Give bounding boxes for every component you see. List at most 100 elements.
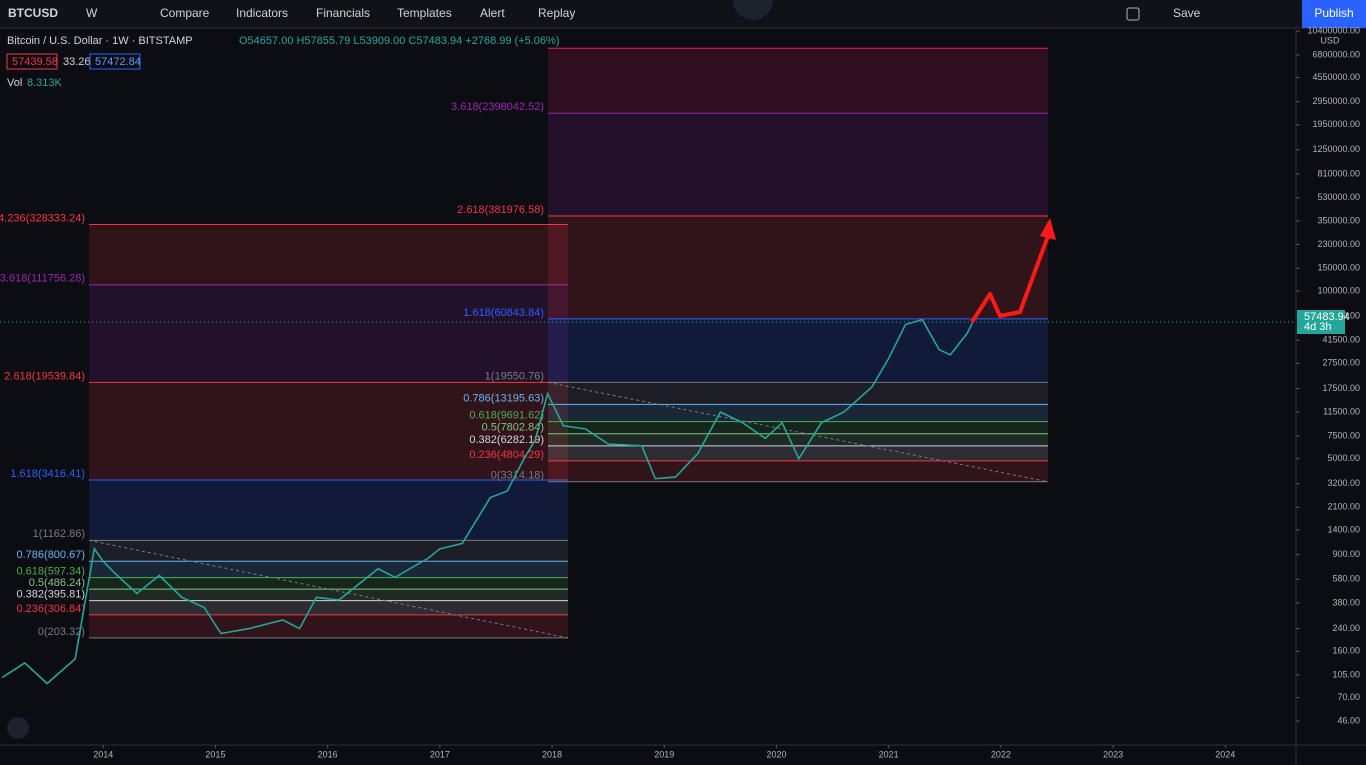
y-tick-label: 240.00 — [1332, 623, 1360, 633]
fib-label: 3.618(2398042.52) — [451, 101, 544, 113]
ask-box — [89, 53, 141, 70]
legend-title: Bitcoin / U.S. Dollar · 1W · BITSTAMP — [7, 35, 193, 47]
layout-icon[interactable] — [1126, 7, 1140, 21]
toolbar-button[interactable]: Templates — [397, 6, 452, 20]
fib-zone — [89, 480, 568, 541]
y-tick-label: 11500.00 — [1323, 406, 1360, 416]
fib-label: 1(19550.76) — [485, 370, 544, 382]
y-tick-label: 1250000.00 — [1312, 144, 1360, 154]
fib-zone — [548, 382, 1048, 405]
y-tick-label: 10400000.00 — [1307, 26, 1360, 36]
fib-label: 1(1162.86) — [33, 528, 85, 540]
arrow-annotation — [970, 235, 1050, 324]
x-tick-label: 2015 — [205, 749, 225, 759]
fib-label: 2.618(19539.84) — [4, 370, 85, 382]
toolbar-button[interactable]: Replay — [538, 6, 575, 20]
fib-zone — [548, 318, 1048, 383]
fib-zone — [89, 600, 568, 615]
y-tick-label: 160.00 — [1332, 646, 1360, 656]
y-tick-label: 350000.00 — [1317, 215, 1360, 225]
fib-zone — [548, 460, 1048, 482]
fib-label: 0.382(6282.19) — [469, 434, 544, 446]
x-tick-label: 2021 — [879, 749, 899, 759]
publish-button[interactable] — [1302, 0, 1366, 28]
spread: 33.26 — [63, 56, 91, 68]
y-tick-label: 4550000.00 — [1312, 72, 1360, 82]
volume: 8.313K — [27, 77, 63, 89]
y-tick-label: 810000.00 — [1317, 168, 1360, 178]
trend-line — [547, 381, 1049, 483]
fib-label: 0(3314.18) — [491, 470, 544, 482]
fib-label: 0.618(597.34) — [17, 566, 86, 578]
x-tick-label: 2018 — [542, 749, 562, 759]
fib-label: 1.618(3416.41) — [10, 468, 85, 480]
x-tick-label: 2024 — [1215, 749, 1235, 759]
symbol[interactable]: BTCUSD — [8, 6, 58, 20]
fib-zone — [89, 614, 568, 638]
currency[interactable]: USD — [1320, 35, 1340, 45]
y-tick-label: 6800000.00 — [1312, 49, 1360, 59]
publish-label[interactable]: Publish — [1314, 6, 1353, 20]
fib-label: 4.236(328333.24) — [0, 212, 85, 224]
fib-zone — [89, 540, 568, 562]
fib-label: 0.786(13195.63) — [463, 392, 544, 404]
price-line — [1, 318, 974, 685]
bid-box — [6, 53, 58, 70]
ask: 57472.84 — [95, 56, 141, 68]
fib-label: 0(203.32) — [38, 626, 85, 638]
y-tick-label: 150000.00 — [1317, 263, 1360, 273]
fib-zone — [548, 404, 1048, 422]
fib-zone — [89, 589, 568, 601]
y-tick-label: 530000.00 — [1317, 192, 1360, 202]
y-tick-label: 7500.00 — [1327, 430, 1360, 440]
y-tick-label: 5000.00 — [1327, 453, 1360, 463]
fib-label: 0.382(395.81) — [17, 589, 86, 601]
x-tick-label: 2014 — [93, 749, 113, 759]
y-tick-label: 100000.00 — [1317, 285, 1360, 295]
fib-zone — [89, 577, 568, 590]
arrow-head — [1040, 218, 1056, 240]
y-tick-label: 105.00 — [1332, 669, 1360, 679]
toolbar-button[interactable]: Alert — [480, 6, 505, 20]
fib-zone — [548, 216, 1048, 319]
bid: 57439.58 — [12, 56, 58, 68]
countdown: 4d 3h — [1304, 321, 1332, 333]
fib-label: 0.618(9691.62) — [469, 410, 544, 422]
y-tick-label: 46.00 — [1337, 715, 1360, 725]
last-price-tag — [1297, 310, 1345, 335]
x-tick-label: 2019 — [654, 749, 674, 759]
y-tick-label: 900.00 — [1332, 549, 1360, 559]
fib-label: 0.786(800.67) — [17, 549, 86, 561]
fib-label: 0.5(486.24) — [29, 577, 85, 589]
fib-zone — [548, 48, 1048, 114]
y-tick-label: 27500.00 — [1322, 358, 1360, 368]
fib-label: 1.618(60843.84) — [463, 307, 544, 319]
interval[interactable]: W — [86, 6, 98, 20]
y-tick-label: 580.00 — [1332, 574, 1360, 584]
legend-ohlc: O54657.00 H57855.79 L53909.00 C57483.94 … — [239, 35, 560, 47]
plot-area: 4.236(328333.24) 3.618(111756.28) 2.618(19… — [0, 47, 1296, 685]
toolbar-button[interactable]: Financials — [316, 6, 370, 20]
tv-logo[interactable] — [7, 717, 29, 739]
toolbar-button[interactable]: Compare — [160, 6, 210, 20]
last-price-label: 57483.94 — [1304, 311, 1350, 323]
fib-zone — [89, 382, 568, 481]
y-tick-label: 17500.00 — [1322, 383, 1360, 393]
toolbar-button[interactable]: Indicators — [236, 6, 288, 20]
save-button[interactable]: Save — [1173, 6, 1201, 20]
fib-label: 0.236(4804.29) — [469, 449, 544, 461]
fib-label: 0.236(306.84) — [17, 603, 86, 615]
x-tick-label: 2017 — [430, 749, 450, 759]
y-tick-label: 2100.00 — [1327, 502, 1360, 512]
volume-label: Vol — [7, 77, 22, 89]
x-tick-label: 2020 — [766, 749, 786, 759]
fib-zone — [548, 445, 1048, 461]
toolbar — [0, 0, 1366, 28]
y-tick-label: 2950000.00 — [1312, 96, 1360, 106]
x-tick-label: 2016 — [318, 749, 338, 759]
fib-zone — [89, 561, 568, 578]
fib-zone — [548, 113, 1048, 217]
close-overlay[interactable] — [733, 0, 773, 20]
y-tick-label: 70.00 — [1337, 692, 1360, 702]
